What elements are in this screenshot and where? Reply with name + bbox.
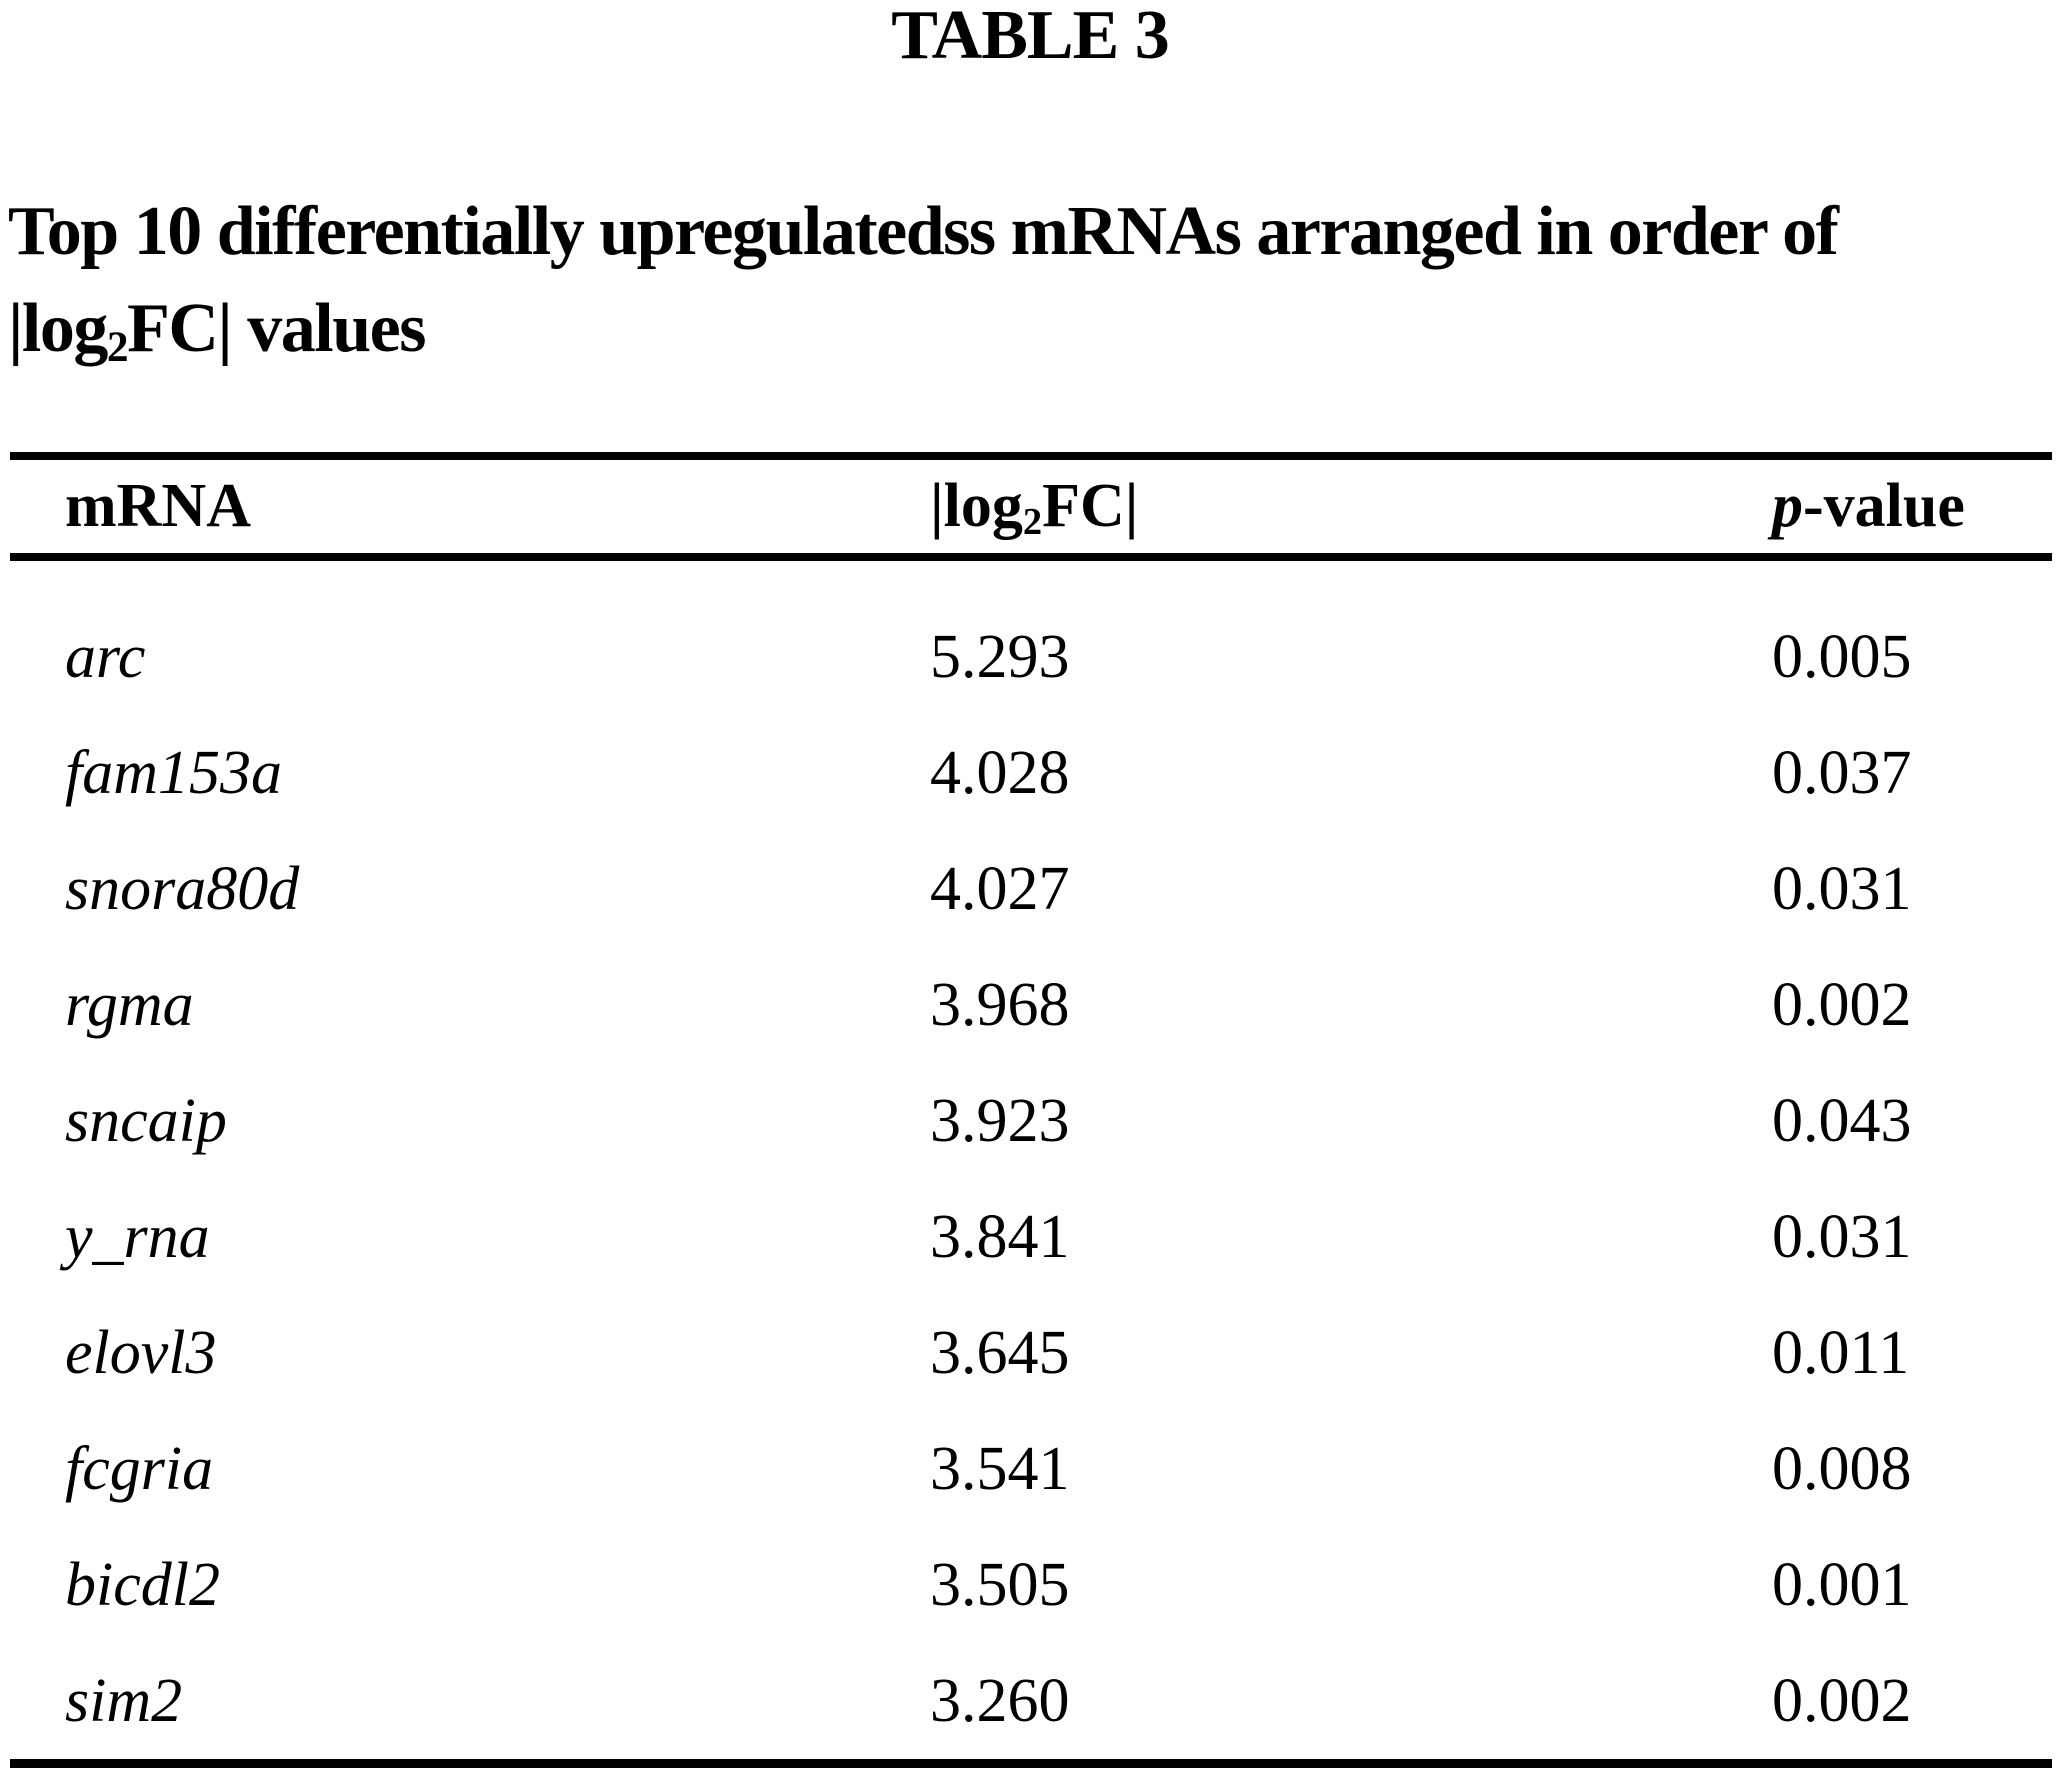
cell-pvalue: 0.005 (1772, 622, 1912, 691)
caption-subscript-2: 2 (106, 322, 129, 371)
caption-line1: Top 10 differentially upregulatedss mRNA… (8, 193, 1839, 270)
header-subscript-2: 2 (1022, 501, 1043, 544)
cell-pvalue: 0.031 (1772, 854, 1912, 923)
header-pvalue-rest: -value (1803, 472, 1965, 540)
caption-log-suffix: FC| values (127, 290, 426, 367)
cell-mrna: rgma (65, 970, 194, 1039)
table-body: arc 5.293 0.005 fam153a 4.028 0.037 snor… (10, 561, 2052, 1759)
table-header-rule (10, 553, 2052, 561)
cell-mrna: fam153a (65, 738, 282, 807)
cell-mrna: sncaip (65, 1086, 227, 1155)
table-bottom-rule (10, 1759, 2052, 1768)
table-row: rgma 3.968 0.002 (10, 947, 2052, 1063)
table-row: fam153a 4.028 0.037 (10, 715, 2052, 831)
cell-log2fc: 3.260 (930, 1666, 1070, 1735)
cell-log2fc: 5.293 (930, 622, 1070, 691)
cell-pvalue: 0.011 (1772, 1318, 1910, 1387)
table-caption: Top 10 differentially upregulatedss mRNA… (8, 183, 2054, 377)
cell-log2fc: 3.923 (930, 1086, 1070, 1155)
table-row: elovl3 3.645 0.011 (10, 1295, 2052, 1411)
cell-pvalue: 0.002 (1772, 1666, 1912, 1735)
cell-log2fc: 3.645 (930, 1318, 1070, 1387)
header-log2fc: |log2FC| (930, 471, 1772, 542)
header-pvalue: p-value (1772, 471, 2052, 542)
cell-mrna: snora80d (65, 854, 300, 923)
header-pvalue-p: p (1772, 472, 1803, 540)
cell-pvalue: 0.002 (1772, 970, 1912, 1039)
cell-mrna: sim2 (65, 1666, 183, 1735)
table-row: fcgria 3.541 0.008 (10, 1411, 2052, 1527)
cell-pvalue: 0.008 (1772, 1434, 1912, 1503)
table-top-rule (10, 452, 2052, 460)
header-log2fc-suffix: FC| (1042, 472, 1139, 540)
cell-pvalue: 0.001 (1772, 1550, 1912, 1619)
header-mrna: mRNA (65, 472, 251, 540)
table-row: sncaip 3.923 0.043 (10, 1063, 2052, 1179)
cell-log2fc: 3.968 (930, 970, 1070, 1039)
table-row: y_rna 3.841 0.031 (10, 1179, 2052, 1295)
table-row: bicdl2 3.505 0.001 (10, 1527, 2052, 1643)
table-number-label: TABLE 3 (891, 0, 1170, 74)
table-row: snora80d 4.027 0.031 (10, 831, 2052, 947)
cell-mrna: fcgria (65, 1434, 214, 1503)
table-row: sim2 3.260 0.002 (10, 1643, 2052, 1759)
cell-log2fc: 4.027 (930, 854, 1070, 923)
table-row: arc 5.293 0.005 (10, 599, 2052, 715)
cell-log2fc: 3.505 (930, 1550, 1070, 1619)
cell-mrna: elovl3 (65, 1318, 217, 1387)
cell-mrna: y_rna (65, 1202, 210, 1271)
data-table: mRNA |log2FC| p-value arc 5.293 0.005 fa… (10, 452, 2052, 1768)
cell-log2fc: 3.541 (930, 1434, 1070, 1503)
cell-log2fc: 4.028 (930, 738, 1070, 807)
cell-mrna: bicdl2 (65, 1550, 220, 1619)
cell-pvalue: 0.031 (1772, 1202, 1912, 1271)
cell-pvalue: 0.043 (1772, 1086, 1912, 1155)
header-log2fc-prefix: |log (930, 472, 1023, 540)
caption-log-prefix: |log (8, 290, 108, 367)
cell-log2fc: 3.841 (930, 1202, 1070, 1271)
caption-line2: |log2FC| values (8, 290, 426, 368)
cell-pvalue: 0.037 (1772, 738, 1912, 807)
table-header-row: mRNA |log2FC| p-value (10, 460, 2052, 553)
cell-mrna: arc (65, 622, 146, 691)
